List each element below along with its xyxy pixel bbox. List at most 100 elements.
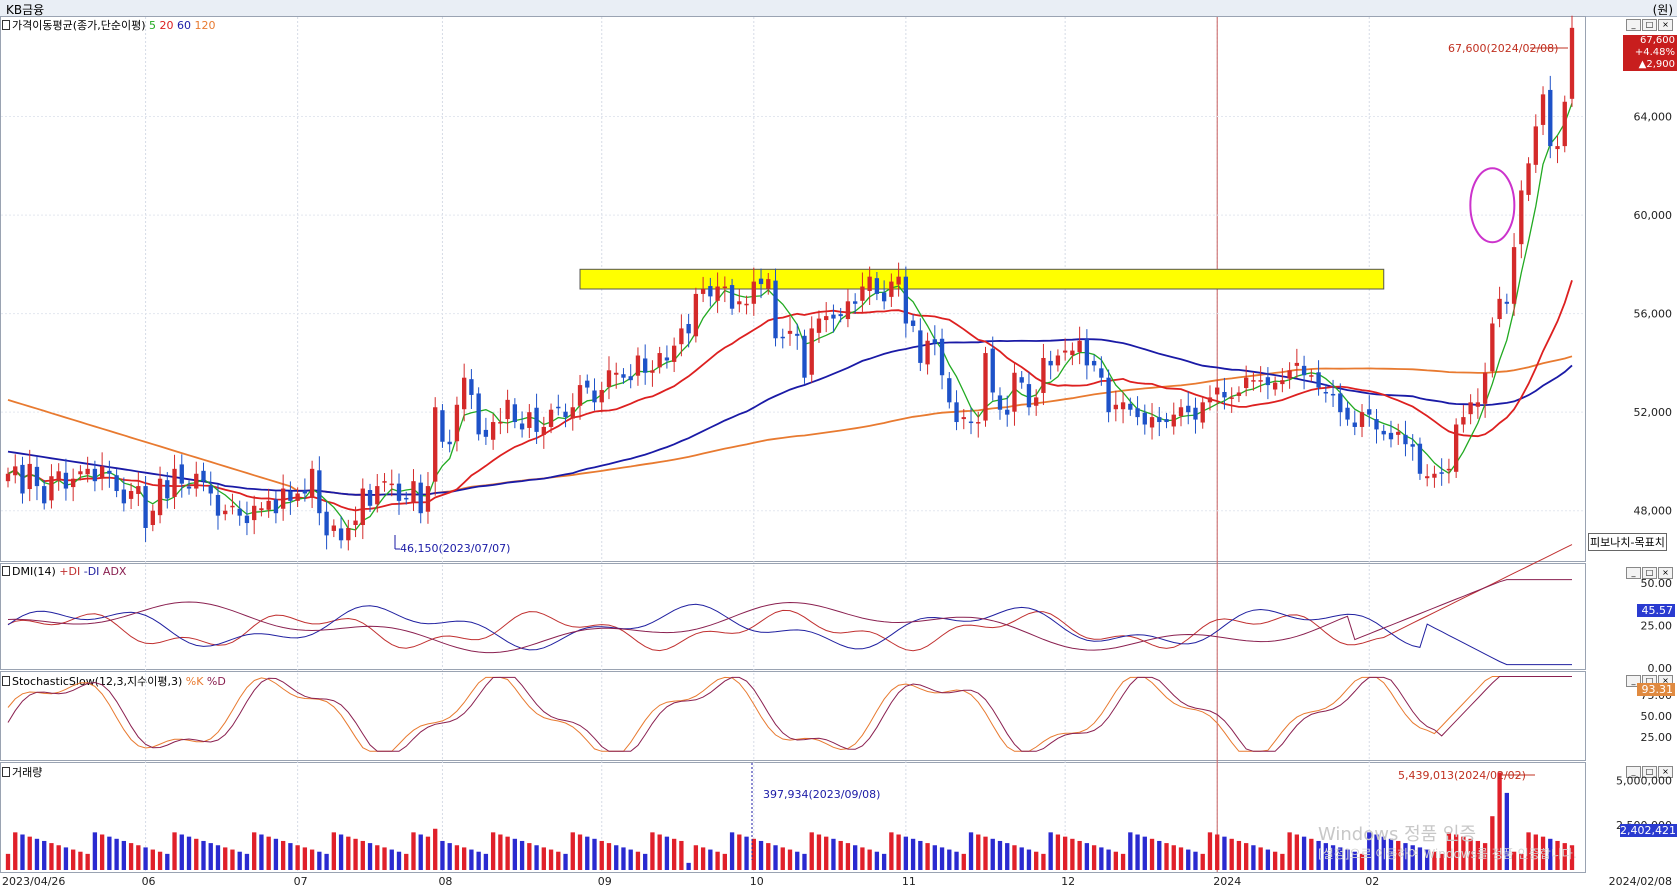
volume-bar bbox=[114, 838, 119, 870]
volume-bar bbox=[512, 838, 518, 870]
volume-bar bbox=[266, 836, 271, 870]
candle-body bbox=[853, 301, 858, 304]
volume-bar bbox=[1280, 853, 1285, 870]
volume-bar bbox=[1012, 845, 1017, 870]
price-panel-controls[interactable]: _ □ × bbox=[1625, 17, 1673, 31]
dmi-panel-label[interactable]: DMI(14) +DI -DI ADX bbox=[2, 565, 126, 578]
volume-bar bbox=[1453, 834, 1459, 870]
candle-body bbox=[700, 289, 706, 294]
candle-body bbox=[1070, 350, 1075, 356]
volume-bar bbox=[382, 847, 387, 870]
minimize-icon[interactable]: _ bbox=[1626, 766, 1641, 778]
volume-bar bbox=[34, 838, 40, 870]
volume-bar bbox=[1244, 843, 1249, 870]
volume-bar bbox=[1070, 838, 1075, 870]
volume-bar bbox=[592, 838, 597, 870]
volume-bar bbox=[787, 849, 793, 870]
windows-activation-hint: [설정]으로 이동하여 Windows를 정품 인증합니다. bbox=[1318, 847, 1577, 861]
panel-toggle-icon[interactable] bbox=[2, 676, 10, 686]
candle-body bbox=[1403, 434, 1408, 445]
candle-body bbox=[1330, 393, 1336, 396]
dmi-tick-label: 25.00 bbox=[1641, 620, 1673, 633]
candle-body bbox=[404, 497, 409, 500]
volume-bar bbox=[903, 836, 909, 870]
volume-bar bbox=[1236, 840, 1242, 870]
volume-bar bbox=[889, 832, 894, 870]
candle-body bbox=[621, 374, 626, 378]
candle-body bbox=[628, 376, 633, 381]
price-panel-label[interactable]: 가격이동평균(종가,단순이평) 5 20 60 120 bbox=[2, 17, 216, 33]
close-icon[interactable]: × bbox=[1658, 766, 1673, 778]
fibonacci-label[interactable]: 피보나치-목표치 bbox=[1588, 533, 1667, 551]
close-icon[interactable]: × bbox=[1658, 19, 1673, 31]
volume-bar bbox=[657, 834, 662, 870]
candle-body bbox=[179, 464, 184, 484]
candle-body bbox=[1497, 298, 1502, 320]
candle-body bbox=[1526, 163, 1531, 195]
volume-bar bbox=[744, 836, 749, 870]
candle-body bbox=[527, 412, 532, 428]
candle-body bbox=[498, 422, 503, 424]
volume-bar bbox=[295, 845, 300, 870]
volume-bar bbox=[968, 832, 974, 870]
highlight-ellipse bbox=[1469, 167, 1516, 244]
maximize-icon[interactable]: □ bbox=[1642, 567, 1657, 579]
volume-bar bbox=[860, 847, 865, 870]
volume-bar bbox=[418, 834, 423, 870]
volume-bar bbox=[165, 853, 170, 870]
volume-bar bbox=[1417, 847, 1423, 870]
dmi-panel-controls[interactable]: _ □ × bbox=[1625, 565, 1673, 579]
close-icon[interactable]: × bbox=[1658, 567, 1673, 579]
candle-body bbox=[1200, 402, 1205, 423]
candle-body bbox=[476, 393, 481, 435]
volume-bar bbox=[1026, 849, 1032, 870]
volume-bar bbox=[454, 845, 460, 870]
volume-bar bbox=[541, 847, 546, 870]
candle-body bbox=[787, 330, 793, 334]
volume-bar bbox=[1157, 840, 1162, 870]
volume-bar bbox=[1287, 832, 1292, 870]
panel-toggle-icon[interactable] bbox=[2, 767, 10, 777]
candle-body bbox=[324, 511, 329, 536]
candle-body bbox=[1461, 417, 1466, 425]
volume-bar bbox=[1425, 849, 1430, 870]
minimize-icon[interactable]: _ bbox=[1626, 19, 1641, 31]
last-change: ▲2,900 bbox=[1638, 59, 1675, 70]
volume-bar bbox=[1200, 853, 1205, 870]
candle-body bbox=[773, 280, 778, 339]
volume-bar bbox=[317, 851, 322, 870]
volume-bar bbox=[1330, 845, 1336, 870]
volume-bar bbox=[469, 849, 474, 870]
candle-body bbox=[71, 478, 76, 488]
stoch-panel-label[interactable]: StochasticSlow(12,3,지수이평,3) %K %D bbox=[2, 673, 226, 689]
volume-bar bbox=[63, 847, 69, 870]
volume-bar bbox=[1193, 851, 1198, 870]
candle-body bbox=[1207, 397, 1213, 403]
candle-body bbox=[1439, 472, 1444, 474]
volume-panel-controls[interactable]: _ □ × bbox=[1625, 764, 1673, 778]
volume-bar bbox=[136, 845, 141, 870]
volume-bar bbox=[1041, 853, 1046, 870]
candle-body bbox=[1280, 380, 1285, 385]
candle-body bbox=[1453, 424, 1459, 472]
candle-body bbox=[947, 378, 952, 403]
volume-bar bbox=[1222, 836, 1227, 870]
candle-body bbox=[1193, 407, 1198, 420]
candle-body bbox=[737, 301, 742, 305]
volume-panel-label[interactable]: 거래량 bbox=[2, 764, 42, 780]
volume-bar bbox=[244, 853, 250, 870]
volume-bar bbox=[1511, 851, 1517, 870]
volume-bar bbox=[1555, 840, 1560, 870]
candle-body bbox=[1548, 89, 1553, 147]
panel-toggle-icon[interactable] bbox=[2, 20, 10, 30]
volume-bar bbox=[476, 851, 481, 870]
volume-bar bbox=[223, 847, 228, 870]
candle-body bbox=[396, 483, 402, 501]
maximize-icon[interactable]: □ bbox=[1642, 766, 1657, 778]
maximize-icon[interactable]: □ bbox=[1642, 19, 1657, 31]
panel-toggle-icon[interactable] bbox=[2, 566, 10, 576]
candle-body bbox=[1091, 360, 1097, 366]
minimize-icon[interactable]: _ bbox=[1626, 567, 1641, 579]
volume-bar bbox=[1120, 853, 1126, 870]
